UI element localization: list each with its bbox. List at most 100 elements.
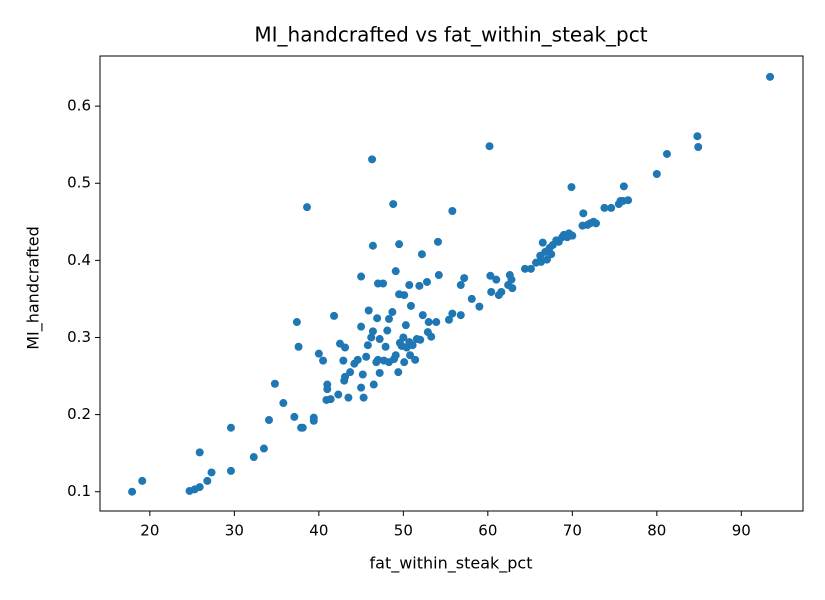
point	[388, 308, 397, 317]
point	[226, 423, 235, 432]
x-tick-label: 30	[225, 522, 244, 540]
x-tick-label: 90	[732, 522, 751, 540]
point	[694, 143, 703, 151]
point	[128, 487, 137, 496]
y-axis-label: MI_handcrafted	[24, 226, 44, 350]
point	[368, 155, 377, 164]
point	[367, 333, 376, 342]
point	[358, 370, 367, 379]
point	[195, 483, 204, 492]
y-tick-label: 0.5	[67, 174, 91, 192]
point	[467, 294, 476, 303]
chart-title: MI_handcrafted vs fat_within_steak_pct	[254, 23, 647, 47]
point	[542, 255, 551, 264]
point	[395, 240, 404, 249]
x-tick-label: 40	[309, 522, 328, 540]
point	[259, 444, 268, 453]
point	[400, 291, 409, 300]
point	[357, 272, 366, 281]
point	[319, 356, 328, 365]
point	[340, 376, 349, 385]
point	[487, 287, 496, 296]
point	[303, 203, 312, 212]
point	[427, 332, 436, 341]
point	[326, 395, 335, 404]
point	[373, 314, 382, 323]
point	[433, 237, 442, 246]
point	[290, 412, 299, 421]
point	[207, 468, 216, 477]
point	[579, 209, 588, 218]
point	[406, 301, 415, 310]
y-tick-label: 0.6	[67, 97, 91, 115]
point	[456, 311, 465, 320]
y-tick-label: 0.2	[67, 405, 91, 423]
point	[538, 238, 547, 247]
point	[381, 342, 390, 351]
point	[424, 318, 433, 327]
point	[624, 196, 633, 205]
point	[375, 335, 384, 344]
point	[400, 358, 409, 367]
point	[357, 322, 366, 331]
point	[292, 318, 301, 327]
point	[486, 271, 495, 280]
x-tick-label: 70	[563, 522, 582, 540]
point	[415, 281, 424, 290]
point	[652, 169, 661, 178]
point	[547, 250, 556, 259]
point	[448, 309, 457, 318]
point	[416, 335, 425, 344]
point	[394, 368, 403, 377]
point	[591, 219, 600, 228]
point	[270, 379, 279, 388]
point	[405, 281, 414, 290]
point	[662, 149, 671, 158]
point	[401, 321, 410, 330]
point	[341, 343, 350, 352]
point	[279, 399, 288, 408]
point	[475, 302, 484, 311]
point	[369, 380, 378, 389]
point	[507, 275, 516, 284]
point	[344, 393, 353, 402]
point	[226, 466, 235, 475]
point	[383, 326, 392, 335]
point	[309, 416, 318, 425]
point	[526, 264, 535, 273]
point	[432, 318, 441, 327]
point	[364, 306, 373, 315]
point	[368, 327, 377, 336]
point	[249, 453, 258, 462]
point	[497, 287, 506, 296]
x-tick-label: 50	[394, 522, 413, 540]
point	[359, 393, 368, 402]
point	[408, 341, 417, 350]
point	[195, 448, 204, 457]
point	[485, 142, 494, 151]
point	[600, 203, 609, 212]
y-tick-label: 0.1	[67, 482, 91, 500]
plot-frame	[99, 55, 804, 512]
y-tick-label: 0.3	[67, 328, 91, 346]
point	[508, 284, 517, 293]
x-axis-label: fat_within_steak_pct	[370, 554, 533, 574]
point	[448, 207, 457, 216]
point	[619, 182, 628, 191]
point	[339, 356, 348, 365]
point	[411, 355, 420, 364]
point	[334, 390, 343, 399]
point	[368, 241, 377, 250]
point	[391, 351, 400, 360]
point	[298, 423, 307, 432]
point	[460, 274, 469, 283]
point	[766, 72, 775, 81]
point	[362, 352, 371, 361]
point	[444, 315, 453, 324]
x-tick-label: 80	[647, 522, 666, 540]
point	[492, 275, 501, 284]
point	[138, 476, 147, 485]
point	[203, 476, 212, 485]
